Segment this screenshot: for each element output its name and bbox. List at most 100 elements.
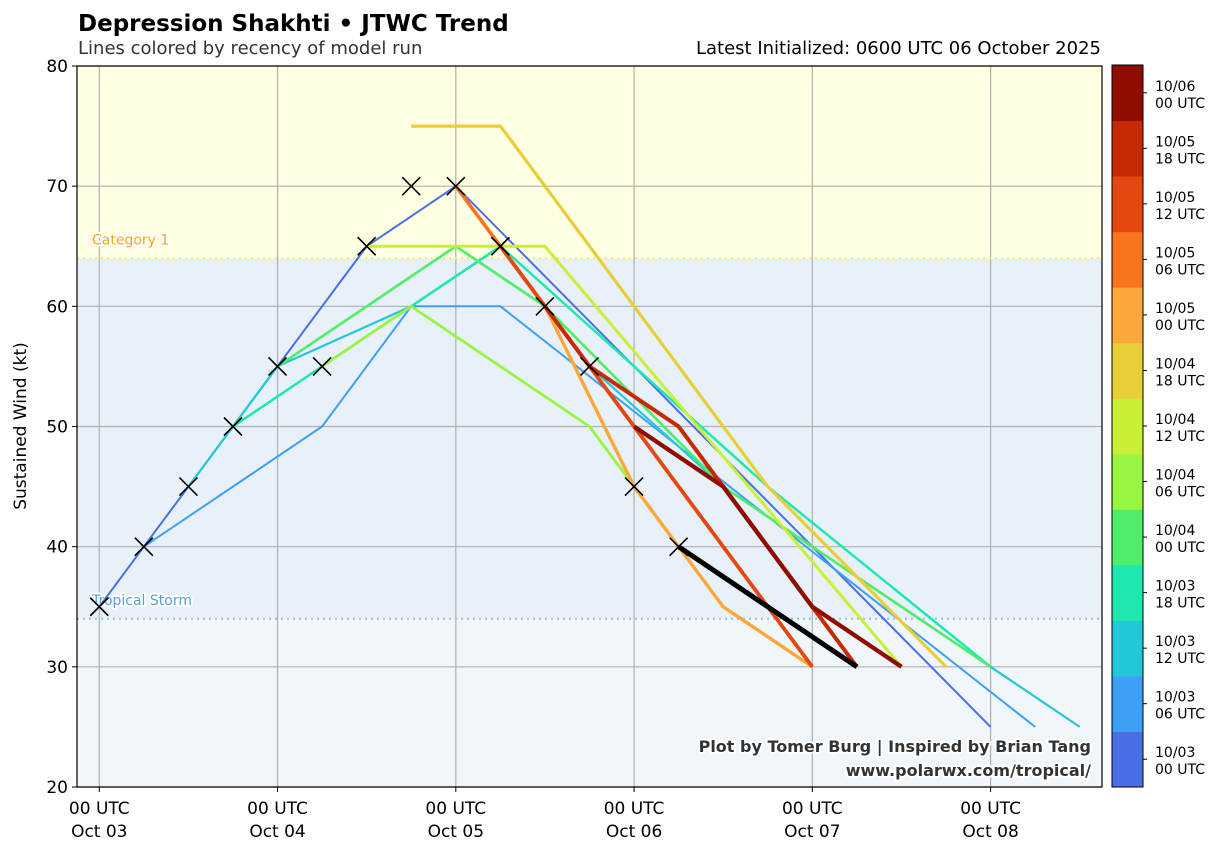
colorbar-label: 10/05 [1155, 245, 1195, 261]
colorbar-segment [1112, 287, 1143, 344]
chart-title: Depression Shakhti • JTWC Trend [78, 11, 509, 37]
x-tick-label: 00 UTC [69, 799, 130, 819]
marker-stroke [669, 537, 689, 557]
y-tick-label: 40 [46, 538, 68, 558]
y-tick-label: 20 [46, 778, 68, 798]
band-depression [77, 618, 1102, 787]
colorbar-frame [1111, 64, 1144, 788]
marker-stroke [357, 236, 377, 256]
observed-marker [89, 597, 109, 617]
colorbar-label: 06 UTC [1155, 707, 1205, 723]
colorbar-label: 10/05 [1155, 301, 1195, 317]
colorbar-label: 10/04 [1155, 412, 1195, 428]
observed-marker [535, 296, 555, 316]
colorbar-segment [1112, 176, 1143, 233]
colorbar-label: 10/04 [1155, 356, 1195, 372]
observed-marker [401, 176, 421, 196]
credit-line-1: Plot by Tomer Burg | Inspired by Brian T… [699, 737, 1091, 757]
x-tick-label: 00 UTC [247, 799, 308, 819]
colorbar-label: 06 UTC [1155, 262, 1205, 278]
marker-stroke [134, 537, 154, 557]
observed-marker [357, 236, 377, 256]
colorbar-label: 06 UTC [1155, 485, 1205, 501]
colorbar-label: 12 UTC [1155, 429, 1205, 445]
colorbar-segment [1112, 231, 1143, 288]
colorbar-segment [1112, 564, 1143, 621]
x-tick-label: Oct 07 [784, 822, 840, 842]
colorbar-label: 18 UTC [1155, 151, 1205, 167]
observed-markers [89, 176, 689, 617]
series-line-10-04-18-utc [411, 124, 948, 668]
colorbar-label: 10/03 [1155, 690, 1195, 706]
marker-stroke [579, 356, 600, 376]
y-axis-label: Sustained Wind (kt) [11, 342, 31, 510]
x-tick-label: Oct 04 [249, 822, 305, 842]
x-tick-label: 00 UTC [960, 799, 1021, 819]
observed-marker [624, 477, 644, 497]
series-line-10-03-18-utc [232, 244, 992, 668]
colorbar-segment [1112, 620, 1143, 677]
colorbar-label: 00 UTC [1155, 318, 1205, 334]
band-hurricane [77, 66, 1102, 259]
colorbar-label: 10/03 [1155, 745, 1195, 761]
colorbar-label: 18 UTC [1155, 596, 1205, 612]
observed-marker [178, 477, 198, 497]
x-tick-label: Oct 08 [962, 822, 1018, 842]
colorbar-segment [1112, 675, 1143, 732]
marker-stroke [89, 597, 109, 617]
series-line-10-06-06-utc [677, 544, 859, 669]
threshold-label: Tropical Storm [91, 593, 192, 609]
forecast-series [98, 124, 1081, 728]
colorbar-label: 12 UTC [1155, 207, 1205, 223]
colorbar-segment [1112, 453, 1143, 510]
chart-subtitle: Lines colored by recency of model run [78, 38, 422, 59]
y-tick-label: 80 [46, 57, 68, 77]
y-tick-label: 30 [46, 658, 68, 678]
colorbar-segment [1112, 120, 1143, 177]
x-tick-label: 00 UTC [782, 799, 843, 819]
observed-marker [490, 236, 510, 256]
colorbar-label: 00 UTC [1155, 96, 1205, 112]
colorbar-label: 10/05 [1155, 134, 1195, 150]
marker-stroke [312, 356, 332, 376]
latest-initialized: Latest Initialized: 0600 UTC 06 October … [696, 38, 1101, 59]
observed-marker [446, 176, 466, 196]
observed-marker [669, 537, 689, 557]
colorbar-label: 10/05 [1155, 190, 1195, 206]
observed-marker [223, 416, 243, 437]
y-tick-label: 50 [46, 418, 68, 438]
x-tick-label: 00 UTC [425, 799, 486, 819]
observed-marker [312, 356, 332, 376]
colorbar-label: 10/03 [1155, 579, 1195, 595]
marker-stroke [446, 176, 466, 196]
marker-stroke [490, 236, 510, 256]
colorbar-label: 10/04 [1155, 523, 1195, 539]
threshold-label: Category 1 [92, 232, 169, 248]
y-tick-label: 70 [46, 177, 68, 197]
x-tick-label: Oct 03 [71, 822, 127, 842]
colorbar-label: 18 UTC [1155, 373, 1205, 389]
observed-marker [579, 356, 600, 376]
series-line-10-04-06-utc [321, 304, 636, 488]
marker-stroke [401, 176, 421, 196]
colorbar-label: 10/06 [1155, 79, 1195, 95]
colorbar-label: 12 UTC [1155, 651, 1205, 667]
band-tropical-storm [77, 258, 1102, 619]
plot-background [77, 66, 1102, 787]
marker-stroke [535, 296, 555, 316]
colorbar-label: 00 UTC [1155, 762, 1205, 778]
threshold-lines: Category 1 Tropical Storm [77, 230, 1102, 620]
axes: 20 30 40 50 60 70 80 00 UTC Oct 03 00 UTC Oct 04 00… [46, 57, 1021, 842]
colorbar-segment [1112, 342, 1143, 399]
x-tick-label: 00 UTC [604, 799, 665, 819]
series-line-10-05-18-utc [543, 305, 859, 668]
colorbar-label: 00 UTC [1155, 540, 1205, 556]
marker-stroke [624, 477, 644, 497]
colorbar-label: 10/04 [1155, 468, 1195, 484]
colorbar-label: 10/03 [1155, 634, 1195, 650]
colorbar-segment [1112, 398, 1143, 455]
marker-stroke [223, 416, 243, 437]
x-tick-label: Oct 05 [428, 822, 484, 842]
x-tick-label: Oct 06 [606, 822, 662, 842]
